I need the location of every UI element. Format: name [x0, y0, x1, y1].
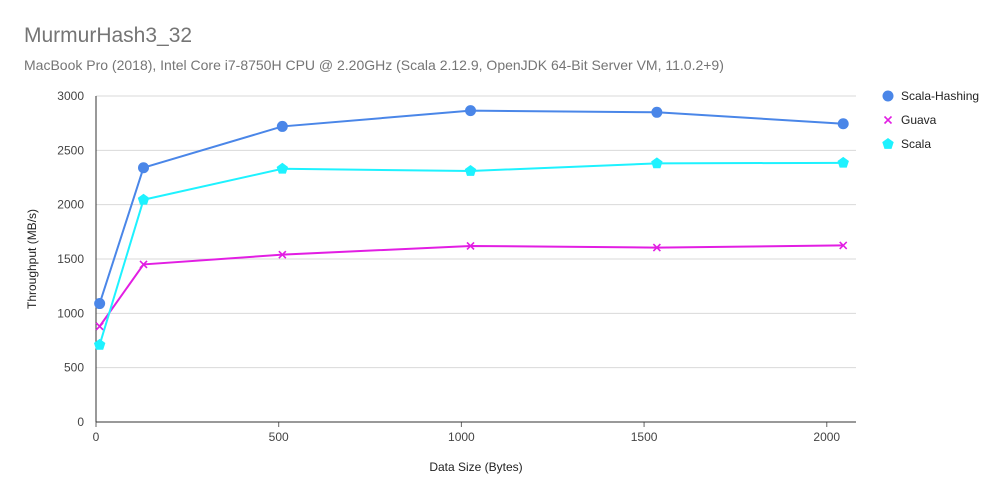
data-point-scala: [651, 157, 663, 169]
data-point-scala: [276, 162, 289, 174]
series-line-guava: [98, 244, 844, 327]
data-point-scala: [464, 164, 477, 176]
data-point-scala-hashing: [465, 105, 477, 117]
legend-marker-scala: [882, 138, 894, 149]
data-point-guava: [278, 250, 287, 259]
data-point-guava: [652, 243, 661, 252]
y-axis-label: Throughput (MB/s): [25, 209, 39, 309]
data-point-scala-hashing: [651, 106, 663, 118]
data-point-guava: [95, 322, 104, 331]
series-line-scala: [98, 161, 844, 346]
y-tick-label: 2500: [57, 143, 84, 157]
data-point-scala: [837, 156, 849, 168]
y-tick-label: 1500: [57, 252, 84, 266]
chart-subtitle: MacBook Pro (2018), Intel Core i7-8750H …: [24, 57, 724, 73]
series-line-scala-hashing: [98, 109, 844, 304]
legend-marker-guava: [883, 115, 893, 125]
legend-label-scala: Scala: [901, 137, 931, 151]
data-point-guava: [139, 260, 148, 269]
y-tick-label: 0: [77, 415, 84, 429]
x-tick-label: 500: [269, 430, 289, 444]
x-tick-label: 0: [93, 430, 100, 444]
y-tick-label: 1000: [57, 306, 84, 320]
x-tick-label: 1500: [631, 430, 658, 444]
data-point-scala-hashing: [276, 120, 288, 132]
data-point-scala-hashing: [138, 162, 149, 174]
y-tick-label: 2000: [57, 198, 84, 212]
data-point-scala: [93, 338, 106, 350]
chart-title: MurmurHash3_32: [24, 24, 193, 47]
x-tick-label: 2000: [813, 430, 840, 444]
data-point-guava: [839, 241, 848, 250]
legend-marker-scala-hashing: [882, 90, 894, 102]
data-point-scala: [137, 193, 150, 205]
legend-label-scala-hashing: Scala-Hashing: [901, 89, 979, 103]
x-tick-label: 1000: [448, 430, 475, 444]
y-tick-label: 3000: [57, 89, 84, 103]
data-point-scala-hashing: [94, 298, 106, 310]
data-point-guava: [466, 241, 475, 251]
data-point-scala-hashing: [837, 118, 849, 130]
y-tick-label: 500: [64, 361, 84, 375]
x-axis-label: Data Size (Bytes): [429, 460, 522, 474]
legend-label-guava: Guava: [901, 113, 937, 127]
